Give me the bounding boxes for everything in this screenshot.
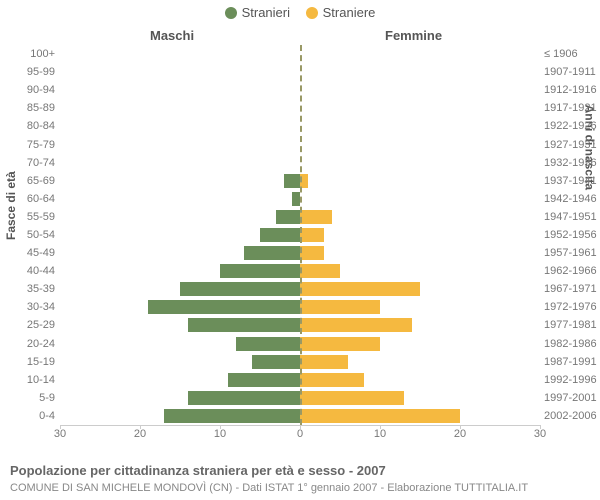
pyramid-chart: 100+≤ 190695-991907-191190-941912-191685… bbox=[60, 45, 540, 445]
bar-male bbox=[284, 174, 300, 188]
age-label: 100+ bbox=[15, 48, 55, 60]
age-label: 15-19 bbox=[15, 356, 55, 368]
bar-male bbox=[188, 318, 300, 332]
x-tick-label: 30 bbox=[54, 428, 66, 440]
bar-male bbox=[260, 228, 300, 242]
x-tick-label: 0 bbox=[297, 428, 303, 440]
birth-year-label: 1957-1961 bbox=[544, 247, 600, 259]
age-label: 20-24 bbox=[15, 338, 55, 350]
age-label: 5-9 bbox=[15, 392, 55, 404]
age-label: 70-74 bbox=[15, 157, 55, 169]
bar-female bbox=[300, 300, 380, 314]
bar-female bbox=[300, 355, 348, 369]
age-label: 35-39 bbox=[15, 283, 55, 295]
bar-female bbox=[300, 246, 324, 260]
x-axis-ticks: 3020100102030 bbox=[60, 428, 540, 444]
bar-female bbox=[300, 373, 364, 387]
chart-title: Popolazione per cittadinanza straniera p… bbox=[10, 463, 386, 478]
bar-male bbox=[188, 391, 300, 405]
bar-male bbox=[292, 192, 300, 206]
bar-male bbox=[164, 409, 300, 423]
age-label: 30-34 bbox=[15, 301, 55, 313]
bar-male bbox=[236, 337, 300, 351]
birth-year-label: 1937-1941 bbox=[544, 175, 600, 187]
bar-male bbox=[244, 246, 300, 260]
birth-year-label: 1932-1936 bbox=[544, 157, 600, 169]
x-tick-label: 20 bbox=[134, 428, 146, 440]
birth-year-label: 1917-1921 bbox=[544, 102, 600, 114]
birth-year-label: 1952-1956 bbox=[544, 229, 600, 241]
birth-year-label: 2002-2006 bbox=[544, 410, 600, 422]
age-label: 55-59 bbox=[15, 211, 55, 223]
age-label: 50-54 bbox=[15, 229, 55, 241]
col-header-male: Maschi bbox=[150, 28, 194, 43]
legend-item-female: Straniere bbox=[306, 5, 376, 20]
pyramid-chart-container: Stranieri Straniere Maschi Femmine Fasce… bbox=[0, 0, 600, 500]
legend-label-female: Straniere bbox=[323, 5, 376, 20]
bar-female bbox=[300, 210, 332, 224]
center-divider-line bbox=[300, 45, 302, 425]
bar-female bbox=[300, 391, 404, 405]
bar-male bbox=[180, 282, 300, 296]
birth-year-label: 1947-1951 bbox=[544, 211, 600, 223]
legend-swatch-male bbox=[225, 7, 237, 19]
age-label: 25-29 bbox=[15, 319, 55, 331]
birth-year-label: 1997-2001 bbox=[544, 392, 600, 404]
bar-male bbox=[148, 300, 300, 314]
birth-year-label: 1992-1996 bbox=[544, 374, 600, 386]
birth-year-label: ≤ 1906 bbox=[544, 48, 600, 60]
age-label: 60-64 bbox=[15, 193, 55, 205]
bar-female bbox=[300, 228, 324, 242]
bar-female bbox=[300, 318, 412, 332]
age-label: 90-94 bbox=[15, 84, 55, 96]
birth-year-label: 1987-1991 bbox=[544, 356, 600, 368]
age-label: 80-84 bbox=[15, 120, 55, 132]
age-label: 95-99 bbox=[15, 66, 55, 78]
age-label: 45-49 bbox=[15, 247, 55, 259]
birth-year-label: 1967-1971 bbox=[544, 283, 600, 295]
age-label: 75-79 bbox=[15, 139, 55, 151]
age-label: 10-14 bbox=[15, 374, 55, 386]
x-tick-label: 30 bbox=[534, 428, 546, 440]
birth-year-label: 1962-1966 bbox=[544, 265, 600, 277]
bar-male bbox=[276, 210, 300, 224]
birth-year-label: 1972-1976 bbox=[544, 301, 600, 313]
bar-male bbox=[220, 264, 300, 278]
bar-female bbox=[300, 282, 420, 296]
bar-male bbox=[252, 355, 300, 369]
bar-female bbox=[300, 264, 340, 278]
birth-year-label: 1912-1916 bbox=[544, 84, 600, 96]
age-label: 85-89 bbox=[15, 102, 55, 114]
age-label: 0-4 bbox=[15, 410, 55, 422]
legend: Stranieri Straniere bbox=[0, 5, 600, 22]
col-header-female: Femmine bbox=[385, 28, 442, 43]
legend-label-male: Stranieri bbox=[242, 5, 290, 20]
bar-male bbox=[228, 373, 300, 387]
x-tick-label: 20 bbox=[454, 428, 466, 440]
birth-year-label: 1927-1931 bbox=[544, 139, 600, 151]
age-label: 40-44 bbox=[15, 265, 55, 277]
birth-year-label: 1922-1926 bbox=[544, 120, 600, 132]
legend-swatch-female bbox=[306, 7, 318, 19]
birth-year-label: 1982-1986 bbox=[544, 338, 600, 350]
x-tick-label: 10 bbox=[214, 428, 226, 440]
legend-item-male: Stranieri bbox=[225, 5, 290, 20]
x-tick-label: 10 bbox=[374, 428, 386, 440]
bar-female bbox=[300, 409, 460, 423]
bar-female bbox=[300, 337, 380, 351]
age-label: 65-69 bbox=[15, 175, 55, 187]
birth-year-label: 1977-1981 bbox=[544, 319, 600, 331]
birth-year-label: 1942-1946 bbox=[544, 193, 600, 205]
birth-year-label: 1907-1911 bbox=[544, 66, 600, 78]
chart-subtitle: COMUNE DI SAN MICHELE MONDOVÌ (CN) - Dat… bbox=[10, 482, 528, 494]
